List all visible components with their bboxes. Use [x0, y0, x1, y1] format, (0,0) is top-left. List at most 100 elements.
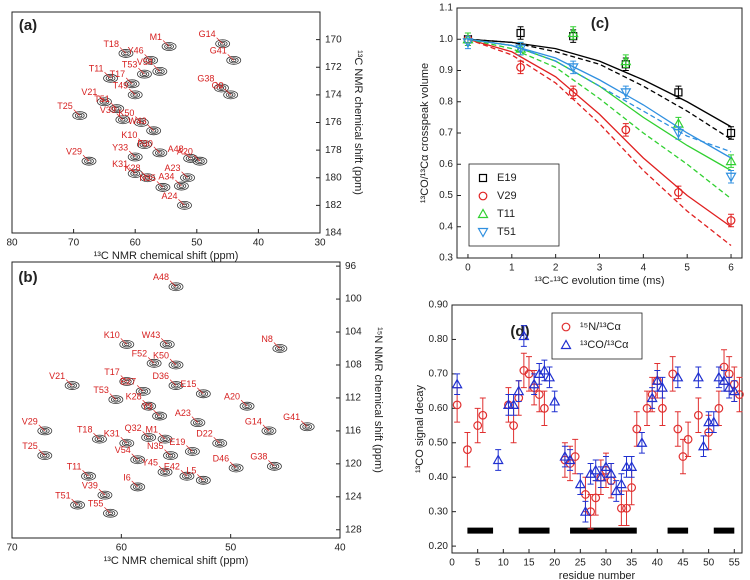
peak-contour	[272, 344, 288, 353]
y-tick-label: 178	[325, 145, 342, 156]
peak-contour	[108, 395, 124, 404]
peak-contour	[188, 156, 194, 161]
label-leader	[120, 437, 128, 444]
peak-contour	[127, 152, 143, 162]
peak-contour	[171, 361, 181, 368]
peak-contour	[39, 452, 50, 459]
peak-contour	[231, 464, 242, 471]
peak-label: G9	[212, 80, 224, 90]
peak-contour	[217, 441, 223, 445]
data-point	[725, 155, 737, 166]
peak-contour	[261, 426, 277, 436]
peak-contour	[110, 396, 121, 403]
data-point	[451, 378, 463, 389]
label-leader	[93, 432, 100, 440]
error-bar	[705, 411, 712, 433]
peak-contour	[214, 440, 225, 447]
error-bar	[517, 26, 524, 40]
legend-marker	[477, 208, 489, 219]
peak-label: L5	[186, 466, 196, 476]
legend-label: T51	[497, 226, 516, 238]
peak-contour	[119, 339, 135, 349]
peak-contour	[168, 360, 184, 370]
peak-label: V54	[115, 445, 131, 455]
x-tick-label: 50	[703, 558, 715, 569]
data-point	[478, 410, 488, 420]
peak-contour	[151, 129, 157, 133]
peak-contour	[231, 58, 237, 63]
peak-contour	[114, 106, 120, 111]
peak-contour	[266, 429, 272, 433]
peak-contour	[67, 382, 78, 389]
error-bar	[525, 356, 532, 392]
label-leader	[109, 393, 117, 400]
plot-frame	[451, 304, 743, 554]
data-point	[708, 416, 720, 427]
fit-line	[467, 38, 732, 140]
x-tick-label: 5	[475, 558, 481, 569]
peak-contour	[195, 389, 211, 399]
peak-contour	[138, 120, 144, 125]
legend-box	[468, 163, 560, 247]
legend-marker	[478, 173, 488, 183]
y-tick-label: 112	[345, 393, 361, 404]
label-leader	[229, 461, 237, 469]
x-tick-label: 15	[523, 558, 535, 569]
peak-contour	[133, 118, 149, 127]
peak-label: G41	[210, 46, 227, 56]
peak-contour	[171, 283, 181, 290]
x-axis-label: ¹³C NMR chemical shift (ppm)	[94, 250, 239, 262]
peak-label: N35	[147, 441, 164, 451]
x-axis-label: ¹³C-¹³C evolution time (ms)	[534, 275, 664, 287]
structure-segment	[518, 527, 550, 534]
error-bar	[613, 480, 620, 502]
label-leader	[141, 171, 148, 178]
peak-contour	[103, 73, 118, 83]
label-leader	[153, 146, 161, 154]
x-tick-label: 70	[6, 543, 18, 554]
label-leader	[82, 469, 89, 477]
peak-contour	[304, 425, 310, 429]
peak-label: G41	[283, 412, 300, 422]
error-bar	[551, 390, 558, 413]
peak-contour	[132, 93, 138, 97]
peak-contour	[220, 42, 226, 46]
label-leader	[162, 40, 170, 47]
peak-contour	[215, 39, 231, 49]
peak-label: A34	[158, 171, 174, 181]
peak-contour	[139, 141, 150, 148]
peak-contour	[180, 173, 195, 183]
data-point	[713, 371, 725, 382]
peak-contour	[130, 91, 141, 98]
peak-contour	[140, 173, 155, 183]
peak-contour	[118, 49, 134, 58]
data-point	[567, 27, 579, 38]
peak-contour	[124, 379, 130, 384]
label-leader	[110, 102, 117, 109]
peak-contour	[140, 389, 146, 394]
peak-contour	[274, 345, 285, 352]
peak-label: Q32	[125, 423, 142, 433]
peak-contour	[195, 420, 201, 425]
data-point	[564, 454, 576, 465]
error-bar	[464, 431, 471, 468]
peak-contour	[171, 382, 181, 389]
data-point	[693, 410, 703, 420]
x-tick-label: 60	[130, 238, 142, 249]
data-point	[508, 399, 520, 409]
peak-contour	[39, 427, 50, 434]
peak-contour	[144, 176, 151, 180]
error-bar	[520, 325, 527, 347]
peak-label: F52	[132, 349, 148, 359]
error-bar	[618, 473, 625, 495]
legend-box	[551, 312, 643, 360]
data-point	[509, 421, 518, 430]
peak-label: E15	[180, 379, 196, 389]
peak-contour	[181, 203, 188, 208]
error-bar	[685, 421, 692, 458]
structure-segment	[667, 527, 689, 534]
peak-label: Y33	[112, 142, 128, 152]
peak-label: G38	[250, 452, 267, 462]
peak-contour	[165, 452, 176, 459]
x-tick-label: 5	[684, 263, 690, 274]
